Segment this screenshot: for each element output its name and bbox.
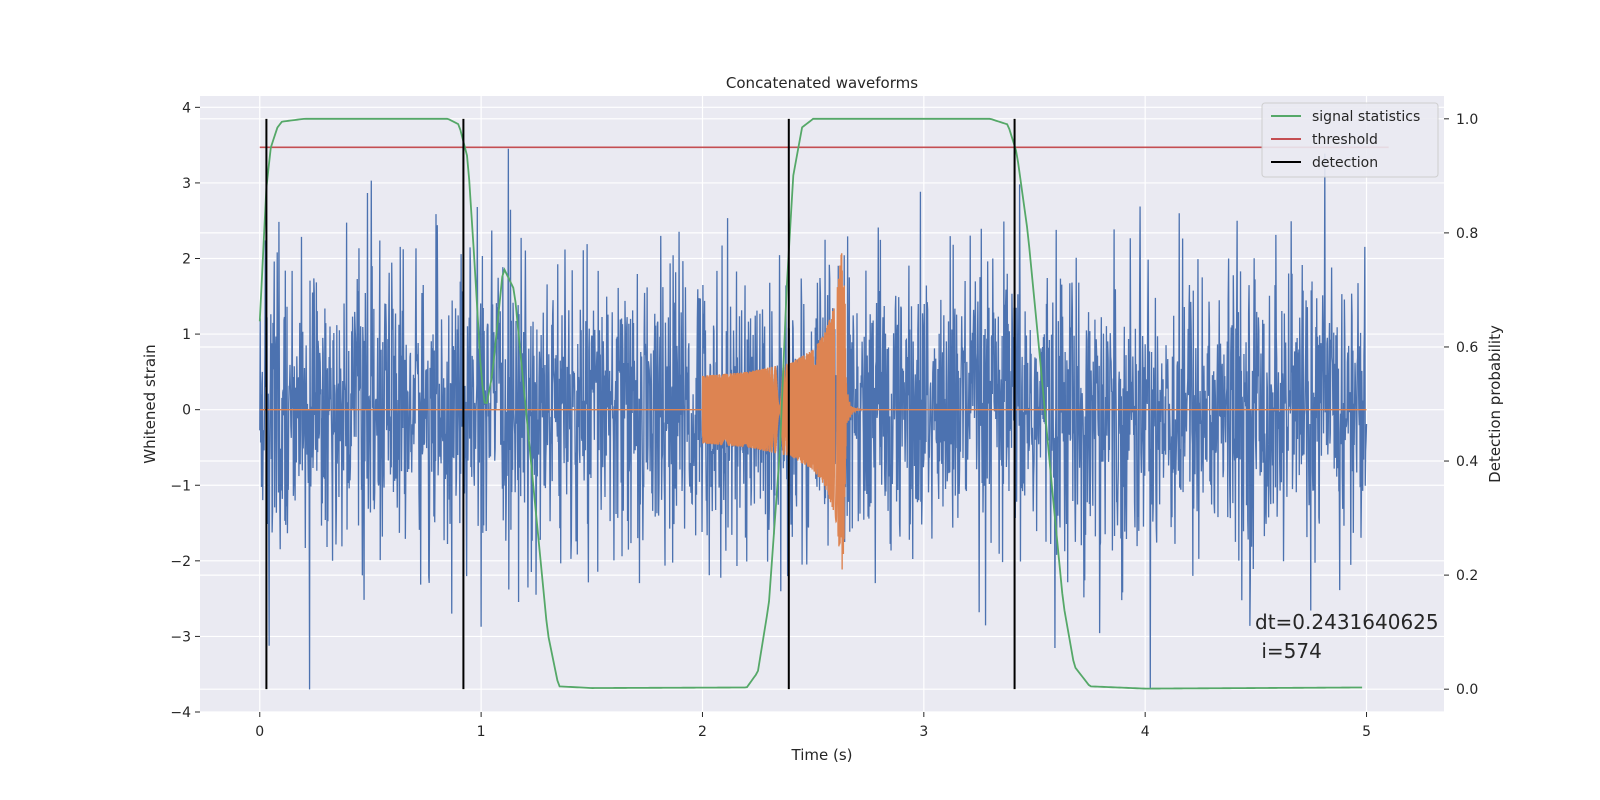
y-tick-label: 4 <box>182 100 191 116</box>
y-right-tick-label: 0.2 <box>1456 568 1478 584</box>
y-right-tick-label: 0.0 <box>1456 682 1478 698</box>
y-axis-label: Whitened strain <box>141 344 159 463</box>
x-tick-label: 5 <box>1362 724 1371 740</box>
x-tick-label: 2 <box>698 724 707 740</box>
legend-label-signal-statistics: signal statistics <box>1312 109 1420 125</box>
y-right-tick-label: 0.4 <box>1456 454 1478 470</box>
legend-label-threshold: threshold <box>1312 132 1378 148</box>
chart-title: Concatenated waveforms <box>726 74 918 92</box>
legend: signal statistics threshold detection <box>1261 102 1439 178</box>
y-tick-label: −2 <box>170 554 191 570</box>
x-tick-label: 1 <box>477 724 486 740</box>
x-tick-label: 4 <box>1141 724 1150 740</box>
y-right-tick-label: 0.8 <box>1456 226 1478 242</box>
ticks: 0 1 2 3 4 5 −4 −3 −2 −1 0 1 2 3 4 0.0 0.2 0.4 0.6 0.8 1.0 <box>170 100 1478 740</box>
y-tick-label: 3 <box>182 176 191 192</box>
annotation-i: i=574 <box>1255 639 1322 663</box>
x-tick-label: 0 <box>255 724 264 740</box>
annotation-dt: dt=0.2431640625 <box>1255 610 1439 634</box>
y-tick-label: −1 <box>170 478 191 494</box>
y-right-tick-label: 1.0 <box>1456 112 1478 128</box>
y-tick-label: −4 <box>170 705 191 721</box>
series-layer <box>258 117 1389 690</box>
y-right-tick-label: 0.6 <box>1456 340 1478 356</box>
y-tick-label: 0 <box>182 403 191 419</box>
legend-label-detection: detection <box>1312 155 1378 171</box>
waveform-line <box>259 253 1367 570</box>
x-axis-label: Time (s) <box>791 746 853 764</box>
signal-statistics-line <box>258 117 1363 690</box>
x-tick-label: 3 <box>919 724 928 740</box>
y-tick-label: −3 <box>170 629 191 645</box>
y-tick-label: 2 <box>182 252 191 268</box>
y-tick-label: 1 <box>182 327 191 343</box>
legend-box <box>1261 102 1439 178</box>
y-right-axis-label: Detection probability <box>1486 325 1504 483</box>
